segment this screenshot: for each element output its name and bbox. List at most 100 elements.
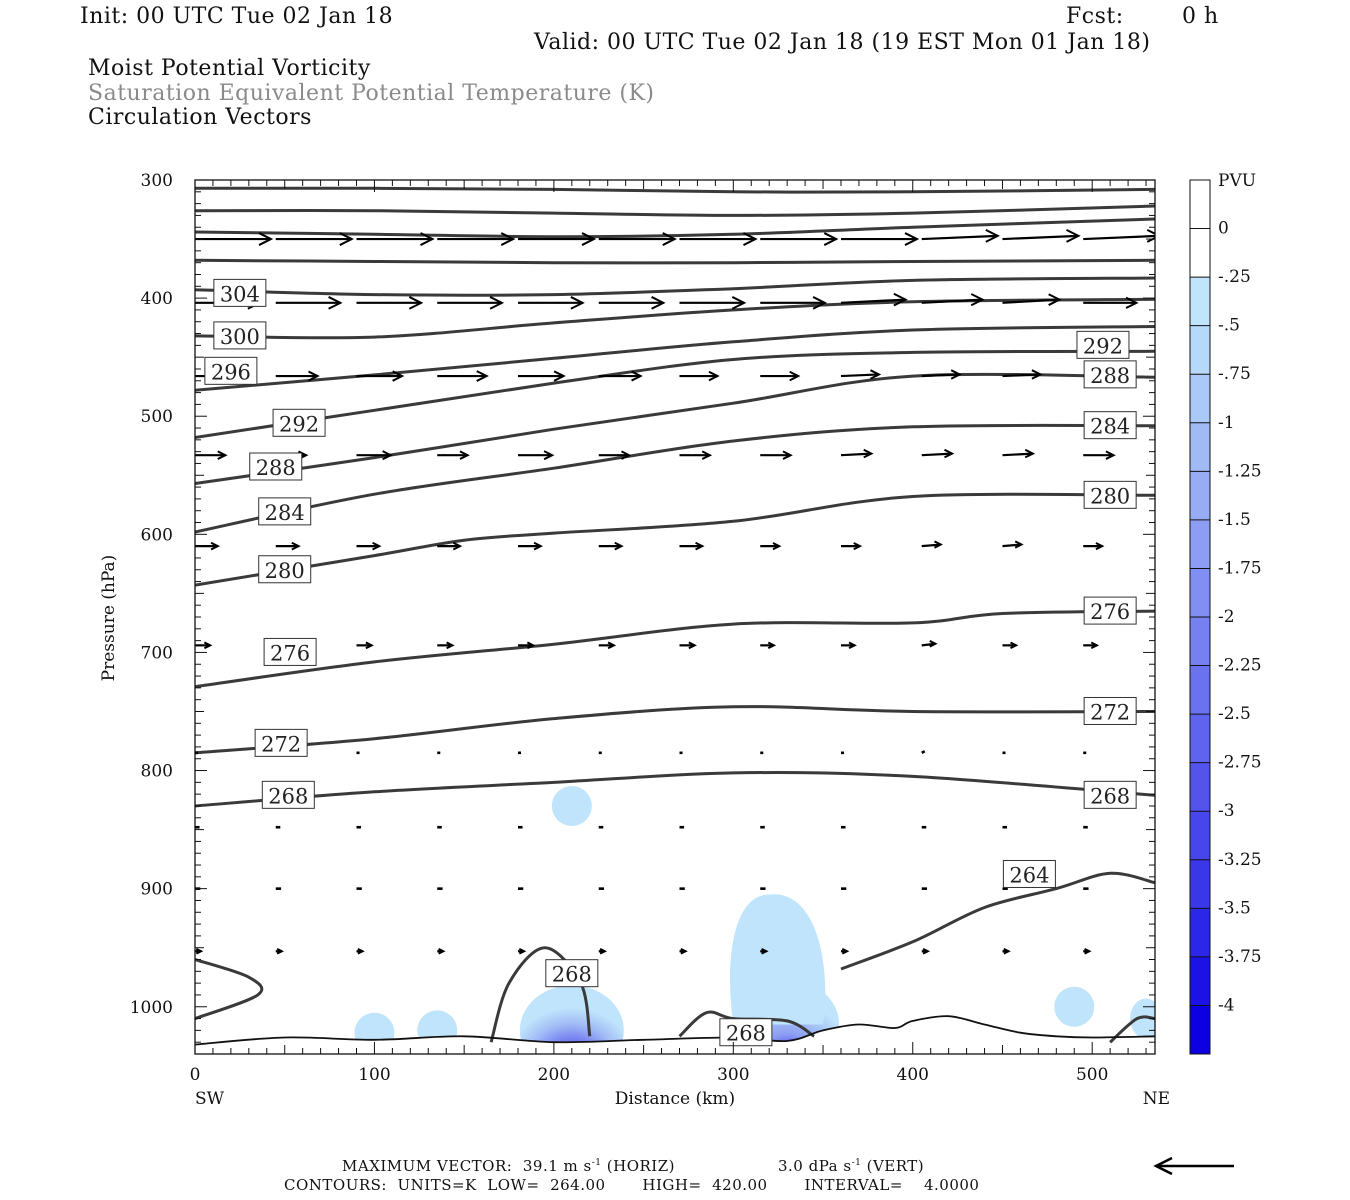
- contour-label-300: 300: [213, 321, 267, 350]
- colorbar-level-label: -.75: [1218, 364, 1251, 384]
- vector-dot: [921, 750, 926, 754]
- contour-label-box: [261, 780, 315, 809]
- colorbar-level-label: -3.25: [1218, 850, 1262, 870]
- colorbar-swatch: [1190, 617, 1210, 667]
- contour-label-text: 288: [1090, 364, 1130, 388]
- vector-head: [438, 947, 446, 955]
- contour-label-288-extra: 288: [1083, 360, 1137, 389]
- vector-head: [328, 296, 343, 310]
- pv-blob-7: [1130, 998, 1155, 1039]
- vector-head: [500, 232, 516, 246]
- x-tick-label: 200: [538, 1065, 570, 1085]
- vector-head: [1105, 450, 1116, 460]
- vector-head: [518, 947, 527, 955]
- contour-272-12: [195, 705, 1155, 755]
- vector-head: [392, 370, 405, 382]
- contour-312-1: [195, 204, 1155, 217]
- colorbar-swatch: [1190, 762, 1210, 812]
- contour-label-box: [719, 1018, 773, 1047]
- contour-label-text: 288: [256, 456, 296, 480]
- vector-arrow: [195, 450, 228, 460]
- frame-ticks: [194, 179, 1155, 1055]
- contour-label-280-extra: 280: [1083, 480, 1137, 509]
- vector-arrow: [356, 541, 382, 551]
- y-tick-label: 400: [141, 289, 173, 309]
- vector-arrow: [840, 369, 882, 380]
- vector-head: [614, 541, 624, 551]
- vector-arrow: [356, 641, 374, 650]
- vector-head: [308, 370, 320, 382]
- contour-292-7: [195, 349, 1155, 439]
- contour-label-text: 292: [1083, 334, 1123, 358]
- vector-head: [904, 232, 920, 246]
- y-tick-label: 1000: [130, 998, 173, 1018]
- colorbar-swatch: [1190, 422, 1210, 472]
- contour-288-8: [195, 372, 1155, 485]
- colorbar-level-label: 0: [1218, 219, 1229, 239]
- vector-head: [985, 228, 1000, 243]
- vector-head: [543, 450, 555, 461]
- vector-head: [1003, 947, 1011, 955]
- vector-arrow: [1155, 372, 1193, 381]
- vector-arrow: [760, 641, 777, 650]
- vector-arrow: [840, 947, 850, 955]
- contour-306-3: [195, 258, 1155, 265]
- contour-label-272-extra: 272: [1083, 696, 1137, 725]
- vector-head: [203, 641, 213, 650]
- contour-label-text: 272: [1090, 700, 1130, 724]
- colorbar-swatch: [1190, 956, 1210, 1006]
- field-title-theta-es: Saturation Equivalent Potential Temperat…: [88, 81, 655, 106]
- contour-label-box: [1083, 696, 1137, 725]
- vector-arrow: [921, 448, 955, 459]
- contour-316-0: [195, 186, 1155, 194]
- colorbar-level-label: -3.5: [1218, 898, 1251, 918]
- vector-head: [853, 542, 863, 551]
- vector-arrow: [840, 232, 920, 246]
- vector-shaft: [1002, 298, 1060, 304]
- vector-head: [1095, 542, 1105, 551]
- pv-blob-0: [519, 985, 624, 1054]
- contour-label-280: 280: [258, 555, 312, 584]
- vector-head: [922, 947, 931, 955]
- pv-colorbar: 0 -.25 -.5 -.75 -1 -1.25 -1.5 -1.75 -2 -2.25 -2.5 -…: [1189, 179, 1262, 1055]
- circulation-vectors: [195, 228, 1193, 955]
- vector-arrow: [1002, 448, 1036, 459]
- vector-arrow: [437, 370, 489, 382]
- vector-arrow: [921, 540, 943, 549]
- vector-head: [291, 541, 301, 551]
- colorbar-level-label: -3: [1218, 801, 1235, 821]
- vector-arrow: [1002, 293, 1062, 306]
- max-vector-text: MAXIMUM VECTOR: 39.1 m s-1 (HORIZ): [342, 1157, 676, 1175]
- vector-head: [195, 947, 204, 955]
- vector-shaft: [921, 452, 953, 457]
- pv-blob-3: [551, 785, 592, 826]
- colorbar-swatch: [1190, 519, 1210, 569]
- fcst-value: 0 h: [1182, 4, 1219, 29]
- vector-head: [812, 296, 828, 310]
- vector-arrow: [437, 296, 505, 310]
- contour-label-292: 292: [272, 408, 326, 437]
- vector-arrow: [517, 641, 536, 650]
- contour-label-box: [213, 321, 267, 350]
- contour-label-box: [263, 637, 317, 666]
- x-tick-label: 400: [897, 1065, 929, 1085]
- contour-label-text: 268: [726, 1022, 766, 1046]
- vector-arrow: [921, 640, 938, 648]
- vector-arrow: [679, 296, 747, 310]
- vector-head: [970, 293, 985, 307]
- vector-arrow: [598, 296, 666, 310]
- x-axis-label: Distance (km): [615, 1089, 735, 1109]
- vector-head: [841, 947, 850, 955]
- vector-head: [944, 448, 955, 459]
- vector-arrow: [356, 450, 393, 461]
- vector-arrow: [760, 947, 769, 955]
- vector-head: [1146, 228, 1155, 243]
- contour-label-box: [258, 497, 312, 526]
- reference-vector: [1153, 1156, 1234, 1176]
- colorbar-level-label: -2.5: [1218, 704, 1251, 724]
- theta-es-contours: [195, 186, 1155, 1046]
- vector-arrow: [356, 232, 435, 246]
- pv-region-shallow: [730, 894, 826, 1025]
- contour-label-box: [272, 408, 326, 437]
- contour-label-box: [1002, 859, 1056, 888]
